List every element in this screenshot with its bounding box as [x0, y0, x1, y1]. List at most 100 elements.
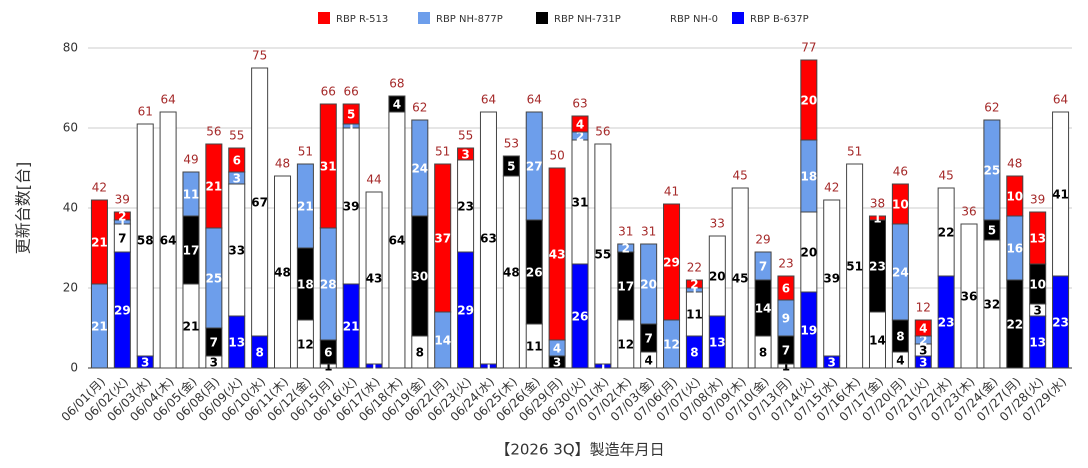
bar-segment — [342, 103, 360, 125]
segment-label: 5 — [988, 224, 996, 238]
segment-label: 28 — [320, 278, 337, 292]
bar-segment — [182, 171, 200, 217]
y-axis-title: 更新台数[台] — [14, 162, 33, 255]
segment-label: 1 — [370, 360, 378, 374]
segment-label: 2 — [576, 130, 584, 144]
total-label: 64 — [1053, 93, 1068, 107]
total-label: 51 — [847, 145, 862, 159]
bar-segment — [296, 163, 314, 249]
segment-label: 5 — [347, 108, 355, 122]
segment-label: 9 — [782, 312, 790, 326]
bar-segment — [800, 59, 818, 141]
segment-label: 23 — [1052, 316, 1069, 330]
segment-label: 20 — [800, 246, 817, 260]
segment-label: 55 — [595, 248, 612, 262]
segment-label: 13 — [1029, 232, 1046, 246]
segment-label: 3 — [553, 356, 561, 370]
segment-label: 1 — [324, 360, 332, 374]
segment-label: 3 — [828, 356, 836, 370]
segment-label: 3 — [141, 356, 149, 370]
total-label: 50 — [549, 149, 564, 163]
bar-segment — [319, 103, 337, 229]
bar-segment — [1029, 211, 1047, 265]
bar-segment — [365, 191, 383, 365]
legend-label: RBP B-637P — [750, 14, 809, 25]
total-label: 64 — [481, 93, 496, 107]
segment-label: 3 — [919, 344, 927, 358]
segment-label: 29 — [114, 304, 131, 318]
bar-segment — [411, 119, 429, 217]
segment-label: 39 — [823, 272, 840, 286]
segment-label: 4 — [919, 322, 927, 336]
segment-label: 37 — [434, 232, 451, 246]
segment-label: 16 — [1006, 242, 1023, 256]
segment-label: 6 — [324, 346, 332, 360]
legend-label: RBP R-513 — [336, 14, 388, 25]
bar-segment — [251, 67, 269, 337]
segment-label: 3 — [210, 356, 218, 370]
segment-label: 12 — [617, 338, 634, 352]
bar-segment — [136, 123, 154, 357]
segment-label: 2 — [622, 242, 630, 256]
legend-swatch — [732, 12, 744, 24]
segment-label: 24 — [892, 266, 909, 280]
segment-label: 11 — [526, 340, 543, 354]
segment-label: 32 — [984, 298, 1001, 312]
bar-segment — [731, 187, 749, 369]
segment-label: 22 — [1006, 318, 1023, 332]
bar-segment — [228, 147, 246, 173]
segment-label: 1 — [484, 360, 492, 374]
total-label: 64 — [160, 93, 175, 107]
segment-label: 21 — [183, 320, 200, 334]
total-label: 31 — [618, 225, 633, 239]
segment-label: 25 — [984, 164, 1001, 178]
segment-label: 4 — [896, 354, 904, 368]
bar-segment — [274, 175, 292, 369]
segment-label: 21 — [91, 236, 108, 250]
segment-label: 8 — [690, 346, 698, 360]
legend-swatch — [536, 12, 548, 24]
total-label: 36 — [961, 205, 976, 219]
total-label: 51 — [298, 145, 313, 159]
segment-label: 2 — [919, 334, 927, 348]
segment-label: 7 — [759, 260, 767, 274]
segment-label: 39 — [343, 200, 360, 214]
segment-label: 1 — [599, 360, 607, 374]
segment-label: 31 — [320, 160, 337, 174]
segment-label: 45 — [732, 272, 749, 286]
bar-segment — [663, 203, 681, 321]
total-label: 42 — [824, 181, 839, 195]
segment-label: 27 — [526, 160, 543, 174]
total-label: 55 — [458, 129, 473, 143]
segment-label: 4 — [644, 354, 652, 368]
x-axis-title: 【2026 3Q】製造年月日 — [495, 441, 664, 459]
segment-label: 63 — [480, 232, 497, 246]
bar-segment — [685, 279, 703, 289]
segment-label: 2 — [118, 210, 126, 224]
segment-label: 67 — [251, 196, 268, 210]
total-label: 56 — [206, 125, 221, 139]
total-label: 44 — [366, 173, 381, 187]
segment-label: 23 — [938, 316, 955, 330]
bar-segment — [708, 235, 726, 317]
y-tick-label: 80 — [63, 41, 78, 55]
segment-label: 31 — [572, 196, 589, 210]
segment-label: 18 — [297, 278, 314, 292]
segment-label: 30 — [411, 270, 428, 284]
segment-label: 29 — [457, 304, 474, 318]
segment-label: 4 — [553, 342, 561, 356]
legend-swatch — [652, 12, 664, 24]
segment-label: 24 — [411, 162, 428, 176]
bar-segment — [777, 275, 795, 301]
legend-label: RBP NH-877P — [436, 14, 503, 25]
bar-segment — [891, 183, 909, 225]
total-label: 51 — [435, 145, 450, 159]
segment-label: 20 — [709, 270, 726, 284]
bar-segment — [571, 115, 589, 133]
segment-label: 51 — [846, 260, 863, 274]
bar-segment — [960, 223, 978, 369]
bar-segment — [434, 163, 452, 313]
segment-label: 26 — [526, 266, 543, 280]
bar-segment — [914, 319, 932, 337]
segment-label: 2 — [690, 278, 698, 292]
